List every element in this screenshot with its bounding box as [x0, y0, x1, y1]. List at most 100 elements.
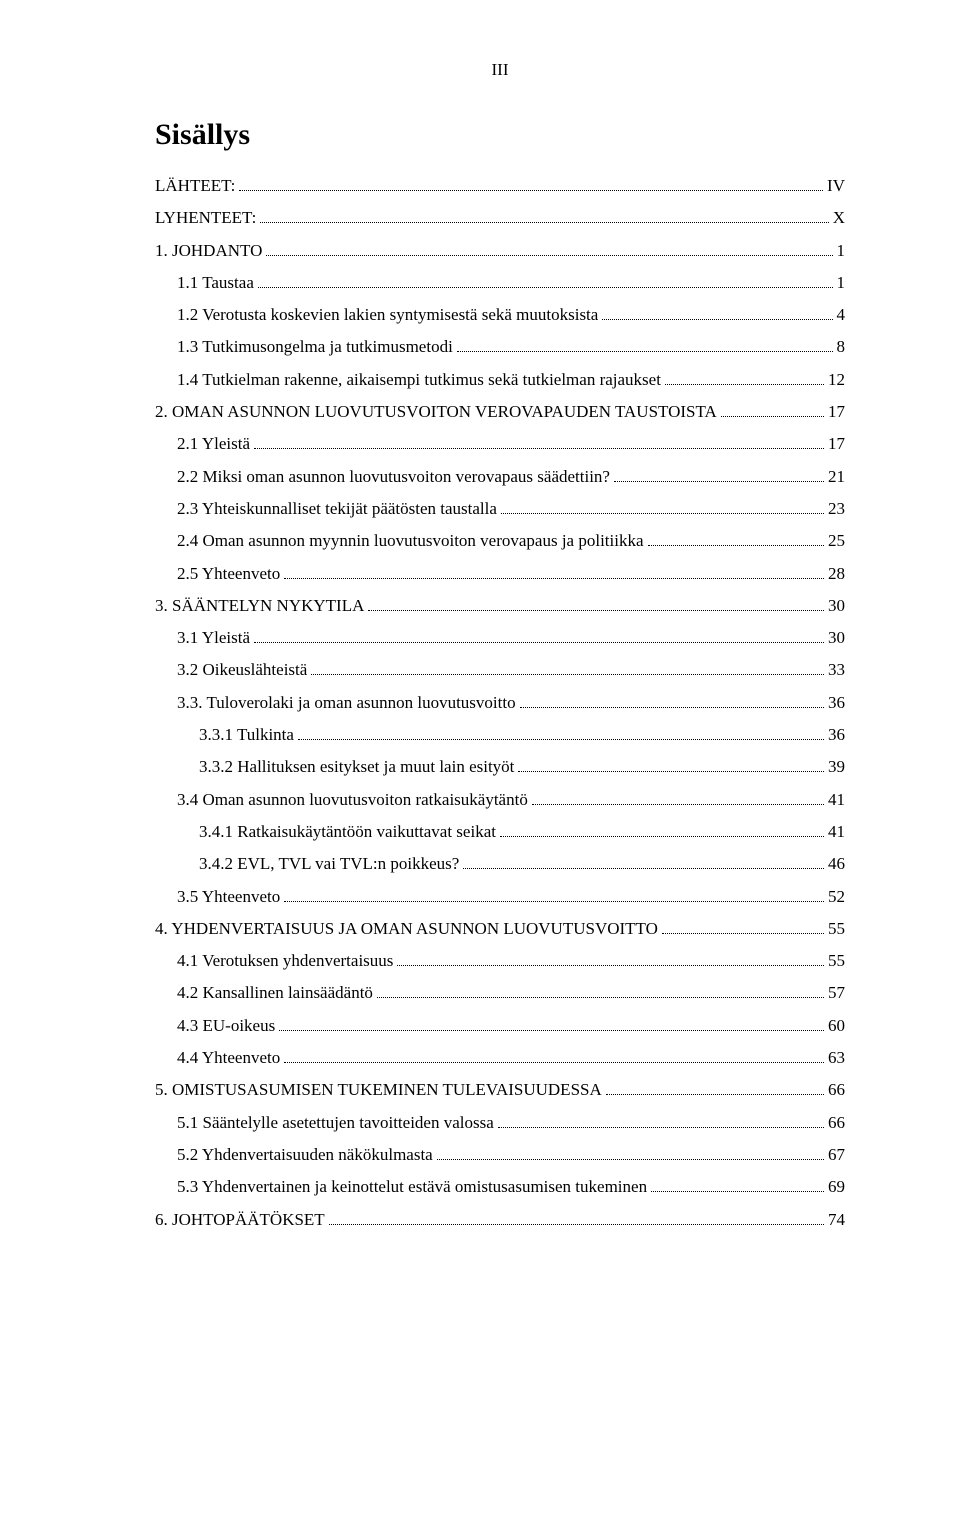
toc-entry-page: 17 [828, 428, 845, 460]
toc-entry-page: 46 [828, 848, 845, 880]
page-number-top: III [155, 60, 845, 80]
toc-entry-label: 2.5 Yhteenveto [177, 558, 280, 590]
toc-entry-page: 74 [828, 1204, 845, 1236]
toc-entry-page: 12 [828, 364, 845, 396]
toc-entry-page: X [833, 202, 845, 234]
dot-leader [520, 707, 824, 708]
toc-entry[interactable]: 1.2 Verotusta koskevien lakien syntymise… [155, 299, 845, 331]
toc-entry-page: 66 [828, 1107, 845, 1139]
dot-leader [311, 674, 824, 675]
toc-entry-page: 21 [828, 461, 845, 493]
toc-entry-label: 3.1 Yleistä [177, 622, 250, 654]
dot-leader [298, 739, 824, 740]
toc-entry-page: 33 [828, 654, 845, 686]
toc-entry-page: 1 [837, 267, 846, 299]
toc-entry-page: 66 [828, 1074, 845, 1106]
toc-entry-page: 36 [828, 719, 845, 751]
dot-leader [284, 1062, 824, 1063]
toc-entry[interactable]: 1.4 Tutkielman rakenne, aikaisempi tutki… [155, 364, 845, 396]
toc-entry-label: 1.3 Tutkimusongelma ja tutkimusmetodi [177, 331, 453, 363]
dot-leader [662, 933, 824, 934]
toc-entry[interactable]: 3.2 Oikeuslähteistä33 [155, 654, 845, 686]
toc-entry-label: 5.3 Yhdenvertainen ja keinottelut estävä… [177, 1171, 647, 1203]
toc-entry-label: 3. SÄÄNTELYN NYKYTILA [155, 590, 364, 622]
dot-leader [532, 804, 824, 805]
toc-entry-page: 25 [828, 525, 845, 557]
toc-entry[interactable]: 3. SÄÄNTELYN NYKYTILA30 [155, 590, 845, 622]
toc-entry[interactable]: 3.1 Yleistä 30 [155, 622, 845, 654]
dot-leader [602, 319, 832, 320]
dot-leader [498, 1127, 824, 1128]
toc-entry[interactable]: 4.1 Verotuksen yhdenvertaisuus55 [155, 945, 845, 977]
toc-entry[interactable]: 3.4.1 Ratkaisukäytäntöön vaikuttavat sei… [155, 816, 845, 848]
toc-entry[interactable]: 5.3 Yhdenvertainen ja keinottelut estävä… [155, 1171, 845, 1203]
toc-entry-label: 3.3. Tuloverolaki ja oman asunnon luovut… [177, 687, 516, 719]
toc-entry-label: 2.4 Oman asunnon myynnin luovutusvoiton … [177, 525, 644, 557]
toc-entry-page: 36 [828, 687, 845, 719]
toc-entry[interactable]: 1. JOHDANTO1 [155, 235, 845, 267]
toc-entry-page: 60 [828, 1010, 845, 1042]
dot-leader [377, 997, 824, 998]
dot-leader [266, 255, 832, 256]
toc-entry-label: 5. OMISTUSASUMISEN TUKEMINEN TULEVAISUUD… [155, 1074, 602, 1106]
toc-entry-label: 2. OMAN ASUNNON LUOVUTUSVOITON VEROVAPAU… [155, 396, 717, 428]
toc-entry[interactable]: 3.3.1 Tulkinta36 [155, 719, 845, 751]
toc-entry[interactable]: LYHENTEET: X [155, 202, 845, 234]
toc-entry[interactable]: 5.1 Sääntelylle asetettujen tavoitteiden… [155, 1107, 845, 1139]
toc-entry-label: 1.1 Taustaa [177, 267, 254, 299]
toc-entry[interactable]: 4. YHDENVERTAISUUS JA OMAN ASUNNON LUOVU… [155, 913, 845, 945]
toc-entry[interactable]: 1.1 Taustaa 1 [155, 267, 845, 299]
toc-entry-label: 4.3 EU-oikeus [177, 1010, 275, 1042]
toc-entry-label: 2.2 Miksi oman asunnon luovutusvoiton ve… [177, 461, 610, 493]
toc-entry-page: 28 [828, 558, 845, 590]
toc-entry-label: 1.4 Tutkielman rakenne, aikaisempi tutki… [177, 364, 661, 396]
dot-leader [457, 351, 833, 352]
dot-leader [368, 610, 824, 611]
dot-leader [279, 1030, 824, 1031]
dot-leader [501, 513, 824, 514]
toc-list: LÄHTEET:IVLYHENTEET: X1. JOHDANTO11.1 Tau… [155, 170, 845, 1236]
toc-entry[interactable]: 2.2 Miksi oman asunnon luovutusvoiton ve… [155, 461, 845, 493]
toc-entry-label: 4.4 Yhteenveto [177, 1042, 280, 1074]
toc-entry[interactable]: 2.1 Yleistä17 [155, 428, 845, 460]
toc-entry[interactable]: 3.4.2 EVL, TVL vai TVL:n poikkeus? 46 [155, 848, 845, 880]
toc-entry[interactable]: 4.4 Yhteenveto63 [155, 1042, 845, 1074]
toc-entry[interactable]: 5.2 Yhdenvertaisuuden näkökulmasta67 [155, 1139, 845, 1171]
toc-entry[interactable]: 2.4 Oman asunnon myynnin luovutusvoiton … [155, 525, 845, 557]
dot-leader [397, 965, 824, 966]
toc-entry-page: 17 [828, 396, 845, 428]
dot-leader [260, 222, 828, 223]
toc-entry[interactable]: 2.3 Yhteiskunnalliset tekijät päätösten … [155, 493, 845, 525]
toc-entry-label: 4.2 Kansallinen lainsäädäntö [177, 977, 373, 1009]
toc-entry-label: LYHENTEET: [155, 202, 256, 234]
dot-leader [606, 1094, 824, 1095]
dot-leader [284, 578, 824, 579]
toc-entry[interactable]: LÄHTEET:IV [155, 170, 845, 202]
toc-entry[interactable]: 4.3 EU-oikeus 60 [155, 1010, 845, 1042]
toc-entry[interactable]: 1.3 Tutkimusongelma ja tutkimusmetodi8 [155, 331, 845, 363]
toc-entry-label: 4. YHDENVERTAISUUS JA OMAN ASUNNON LUOVU… [155, 913, 658, 945]
toc-entry[interactable]: 6. JOHTOPÄÄTÖKSET 74 [155, 1204, 845, 1236]
toc-entry-label: 5.2 Yhdenvertaisuuden näkökulmasta [177, 1139, 433, 1171]
toc-entry[interactable]: 4.2 Kansallinen lainsäädäntö57 [155, 977, 845, 1009]
toc-entry-label: 6. JOHTOPÄÄTÖKSET [155, 1204, 325, 1236]
toc-entry-page: IV [827, 170, 845, 202]
dot-leader [500, 836, 824, 837]
toc-entry[interactable]: 3.4 Oman asunnon luovutusvoiton ratkaisu… [155, 784, 845, 816]
toc-entry-page: 41 [828, 816, 845, 848]
toc-entry[interactable]: 3.3. Tuloverolaki ja oman asunnon luovut… [155, 687, 845, 719]
toc-entry[interactable]: 5. OMISTUSASUMISEN TUKEMINEN TULEVAISUUD… [155, 1074, 845, 1106]
toc-entry[interactable]: 2.5 Yhteenveto 28 [155, 558, 845, 590]
toc-entry-page: 39 [828, 751, 845, 783]
dot-leader [665, 384, 824, 385]
dot-leader [614, 481, 824, 482]
toc-entry[interactable]: 3.3.2 Hallituksen esitykset ja muut lain… [155, 751, 845, 783]
toc-entry[interactable]: 3.5 Yhteenveto52 [155, 881, 845, 913]
toc-entry-page: 4 [837, 299, 846, 331]
toc-entry-page: 30 [828, 622, 845, 654]
toc-entry-label: 3.4 Oman asunnon luovutusvoiton ratkaisu… [177, 784, 528, 816]
toc-entry-page: 55 [828, 913, 845, 945]
toc-entry-label: 3.4.2 EVL, TVL vai TVL:n poikkeus? [199, 848, 459, 880]
toc-entry[interactable]: 2. OMAN ASUNNON LUOVUTUSVOITON VEROVAPAU… [155, 396, 845, 428]
toc-entry-page: 1 [837, 235, 846, 267]
